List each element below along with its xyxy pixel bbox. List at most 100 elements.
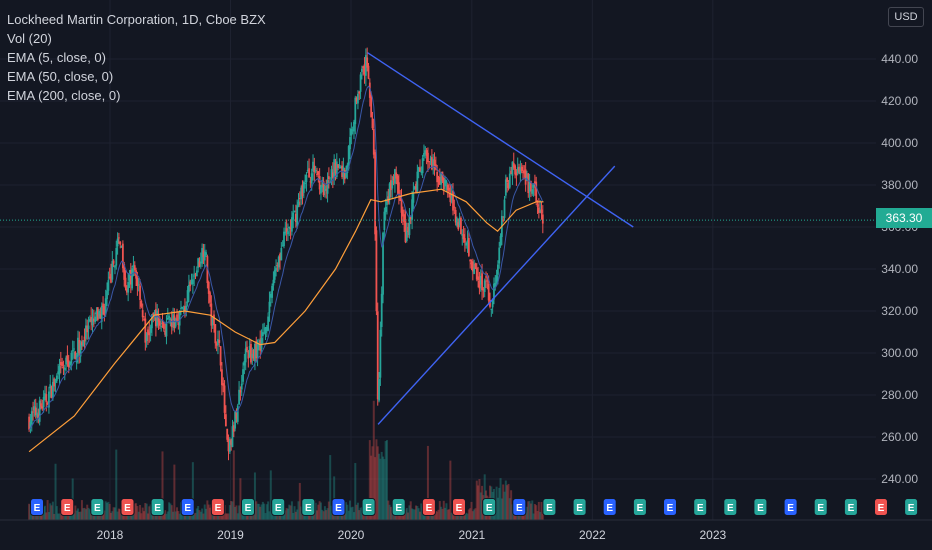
candle-body — [532, 184, 535, 188]
candle-body — [420, 171, 423, 173]
volume-bar — [174, 511, 177, 520]
volume-bar — [416, 506, 419, 520]
candle-body — [539, 210, 542, 213]
volume-bar — [314, 502, 317, 520]
earnings-marker[interactable]: E — [452, 498, 466, 516]
candle-body — [74, 351, 77, 360]
earnings-marker[interactable]: E — [632, 498, 647, 516]
candle-body — [370, 95, 373, 117]
symbol-title[interactable]: Lockheed Martin Corporation, 1D, Cboe BZ… — [7, 12, 266, 27]
volume-bar — [496, 497, 499, 520]
volume-bar — [370, 455, 373, 520]
candle-body — [296, 205, 299, 227]
candle-body — [59, 361, 62, 366]
volume-bar — [263, 503, 266, 520]
earnings-marker-bg — [602, 498, 617, 516]
candle-body — [297, 201, 300, 206]
currency-button[interactable]: USD — [888, 7, 924, 27]
candle-body — [254, 343, 256, 362]
earnings-marker-bg — [572, 498, 587, 516]
legend-volume[interactable]: Vol (20) — [7, 31, 52, 46]
candle-body — [362, 66, 365, 69]
volume-bar — [119, 509, 122, 520]
volume-bar — [172, 511, 175, 520]
earnings-marker[interactable]: E — [813, 498, 828, 516]
legend-ema-200[interactable]: EMA (200, close, 0) — [7, 88, 121, 103]
earnings-marker[interactable]: E — [542, 498, 557, 516]
earnings-marker[interactable]: E — [90, 498, 105, 516]
earnings-marker[interactable]: E — [120, 498, 135, 516]
volume-bar — [238, 505, 241, 520]
candle-body — [416, 171, 419, 192]
candle-body — [88, 319, 91, 322]
earnings-marker[interactable]: E — [391, 498, 406, 516]
volume-bar — [88, 509, 91, 520]
volume-bar — [415, 505, 418, 520]
volume-bar — [417, 508, 420, 520]
candle-body — [341, 165, 343, 178]
earnings-markers[interactable]: EEEEEEEEEEEEEEEEEEEEEEEEEEEEEEEEEEEE — [30, 498, 932, 516]
earnings-marker[interactable]: E — [150, 498, 165, 516]
volume-bar — [539, 511, 542, 520]
earnings-marker[interactable]: E — [30, 498, 44, 516]
candle-body — [386, 200, 388, 205]
earnings-marker[interactable]: E — [60, 498, 75, 516]
earnings-marker[interactable]: E — [843, 498, 858, 516]
trendlines[interactable] — [367, 52, 634, 425]
candle-body — [310, 173, 313, 184]
earnings-marker[interactable]: E — [663, 498, 677, 516]
legend-ema-5[interactable]: EMA (5, close, 0) — [7, 50, 106, 65]
earnings-marker[interactable]: E — [421, 498, 436, 516]
price-axis[interactable]: 240.00260.00280.00300.00320.00340.00360.… — [881, 52, 918, 486]
candle-body — [285, 228, 288, 232]
volume-bar — [537, 501, 540, 520]
earnings-marker[interactable]: E — [874, 498, 888, 516]
earnings-marker[interactable]: E — [301, 498, 316, 516]
time-axis[interactable]: 2018 2019 2020 2021 2022 2023 — [0, 519, 932, 542]
earnings-marker[interactable]: E — [180, 498, 195, 516]
candle-body — [441, 171, 444, 182]
earnings-marker[interactable]: E — [783, 498, 798, 516]
candle-body — [182, 307, 185, 310]
candle-body — [108, 276, 111, 278]
volume-bar — [235, 505, 238, 520]
candle-body — [351, 129, 354, 131]
earnings-marker[interactable]: E — [693, 498, 708, 516]
candle-body — [383, 211, 386, 231]
candle-body — [210, 303, 213, 326]
earnings-marker[interactable]: E — [241, 498, 255, 516]
candle-body — [364, 55, 367, 76]
earnings-marker[interactable]: E — [210, 498, 225, 516]
candle-body — [123, 264, 126, 280]
earnings-marker[interactable]: E — [723, 498, 738, 516]
candle-body — [404, 219, 407, 243]
candle-body — [190, 280, 193, 285]
earnings-marker[interactable]: E — [572, 498, 587, 516]
candle-body — [440, 173, 443, 185]
earnings-marker[interactable]: E — [904, 498, 919, 516]
candle-body — [61, 362, 64, 366]
earnings-marker[interactable]: E — [512, 498, 527, 516]
volume-bar — [65, 512, 68, 520]
candle-body — [153, 312, 156, 315]
legend-ema-50[interactable]: EMA (50, close, 0) — [7, 69, 114, 84]
earnings-marker[interactable]: E — [331, 498, 346, 516]
earnings-marker-label: E — [727, 503, 734, 514]
earnings-marker[interactable]: E — [271, 498, 286, 516]
candle-body — [133, 265, 136, 271]
volume-bar — [408, 505, 411, 520]
volume-bar — [148, 506, 151, 520]
earnings-marker[interactable]: E — [602, 498, 617, 516]
earnings-marker[interactable]: E — [361, 498, 376, 516]
volume-bar — [350, 507, 353, 520]
candle-body — [140, 300, 143, 307]
earnings-marker-bg — [452, 498, 466, 516]
candle-body — [169, 318, 172, 320]
volume-bar — [512, 512, 515, 520]
candle-body — [312, 161, 314, 171]
volume-bar — [165, 513, 168, 520]
candle-body — [511, 161, 514, 176]
earnings-marker[interactable]: E — [482, 498, 497, 516]
earnings-marker[interactable]: E — [753, 498, 768, 516]
